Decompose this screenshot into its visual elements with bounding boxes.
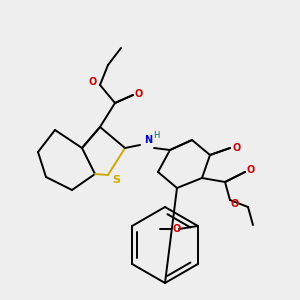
Text: O: O — [173, 224, 181, 234]
Text: N: N — [144, 135, 152, 145]
Text: S: S — [112, 175, 120, 185]
Text: O: O — [89, 77, 97, 87]
Text: O: O — [233, 143, 241, 153]
Text: O: O — [135, 89, 143, 99]
Text: O: O — [231, 199, 239, 209]
Text: H: H — [153, 130, 159, 140]
Text: O: O — [247, 165, 255, 175]
